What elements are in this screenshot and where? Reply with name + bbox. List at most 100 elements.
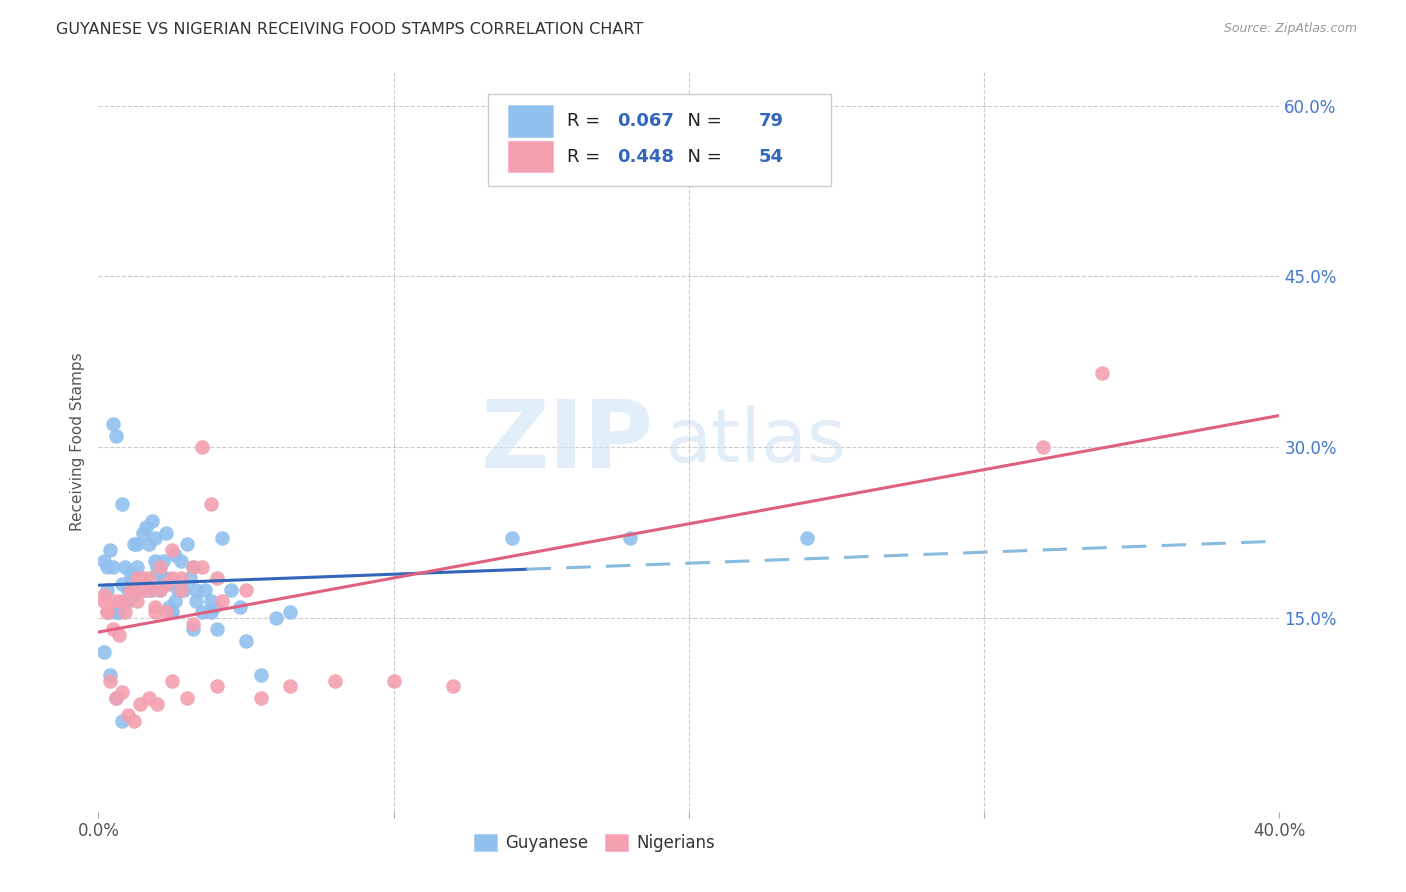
Point [170, 582, 193, 597]
Point [120, 566, 142, 580]
Point [122, 588, 145, 602]
Point [146, 559, 169, 574]
Point [114, 559, 136, 574]
Point [250, 690, 273, 705]
Point [205, 571, 228, 585]
Point [181, 623, 204, 637]
Point [117, 707, 139, 722]
Point [152, 554, 174, 568]
Point [141, 514, 163, 528]
Point [132, 571, 155, 585]
Point [211, 594, 233, 608]
Point [149, 582, 172, 597]
Point [184, 594, 207, 608]
Point [619, 532, 641, 546]
Point [280, 606, 302, 620]
Point [162, 606, 183, 620]
Point [184, 582, 207, 597]
Point [93, 588, 115, 602]
Point [155, 577, 177, 591]
Point [93, 594, 115, 608]
Point [149, 559, 172, 574]
Point [155, 571, 177, 585]
Point [93, 645, 115, 659]
Text: N =: N = [676, 112, 727, 130]
Point [1032, 440, 1054, 454]
Point [128, 571, 150, 585]
Point [170, 554, 193, 568]
FancyBboxPatch shape [488, 94, 831, 186]
Point [235, 582, 257, 597]
Point [120, 582, 142, 597]
Point [111, 577, 134, 591]
Legend: Guyanese, Nigerians: Guyanese, Nigerians [467, 828, 723, 859]
Point [181, 559, 204, 574]
Point [162, 571, 183, 585]
Point [211, 532, 233, 546]
Point [157, 599, 180, 614]
Point [173, 582, 195, 597]
Point [125, 559, 148, 574]
Point [796, 532, 818, 546]
Text: ZIP: ZIP [481, 395, 654, 488]
Point [181, 559, 204, 574]
Y-axis label: Receiving Food Stamps: Receiving Food Stamps [70, 352, 86, 531]
Point [135, 582, 157, 597]
Point [132, 582, 155, 597]
Point [200, 497, 222, 511]
Point [157, 577, 180, 591]
Point [143, 606, 166, 620]
Point [114, 594, 136, 608]
Point [120, 571, 142, 585]
Point [441, 680, 464, 694]
Point [167, 582, 190, 597]
Text: GUYANESE VS NIGERIAN RECEIVING FOOD STAMPS CORRELATION CHART: GUYANESE VS NIGERIAN RECEIVING FOOD STAM… [56, 22, 644, 37]
Point [120, 582, 142, 597]
Point [138, 571, 160, 585]
Point [382, 673, 405, 688]
Point [221, 582, 243, 597]
Point [146, 697, 169, 711]
Point [165, 549, 187, 563]
Point [135, 520, 157, 534]
Point [143, 599, 166, 614]
Point [111, 497, 134, 511]
Point [149, 582, 172, 597]
Point [176, 690, 198, 705]
Text: R =: R = [567, 112, 606, 130]
Bar [508, 105, 553, 136]
Point [128, 582, 150, 597]
Point [117, 594, 139, 608]
Point [162, 606, 183, 620]
Point [280, 680, 302, 694]
Point [98, 668, 121, 682]
Point [155, 525, 177, 540]
Point [181, 616, 204, 631]
Point [235, 633, 257, 648]
Point [162, 673, 183, 688]
Point [105, 606, 128, 620]
Point [114, 606, 136, 620]
Point [200, 606, 222, 620]
Point [146, 566, 169, 580]
Point [191, 440, 214, 454]
Text: N =: N = [676, 147, 727, 166]
Bar [508, 141, 553, 172]
Point [96, 606, 118, 620]
Point [170, 582, 193, 597]
Point [152, 571, 174, 585]
Point [205, 623, 228, 637]
Point [122, 714, 145, 728]
Point [111, 685, 134, 699]
Point [200, 594, 222, 608]
Point [108, 594, 131, 608]
Text: 0.448: 0.448 [617, 147, 673, 166]
Point [323, 673, 346, 688]
Point [170, 571, 193, 585]
Point [128, 697, 150, 711]
Text: 0.067: 0.067 [617, 112, 673, 130]
Point [105, 690, 128, 705]
Point [103, 559, 125, 574]
Point [264, 611, 287, 625]
Point [202, 599, 225, 614]
